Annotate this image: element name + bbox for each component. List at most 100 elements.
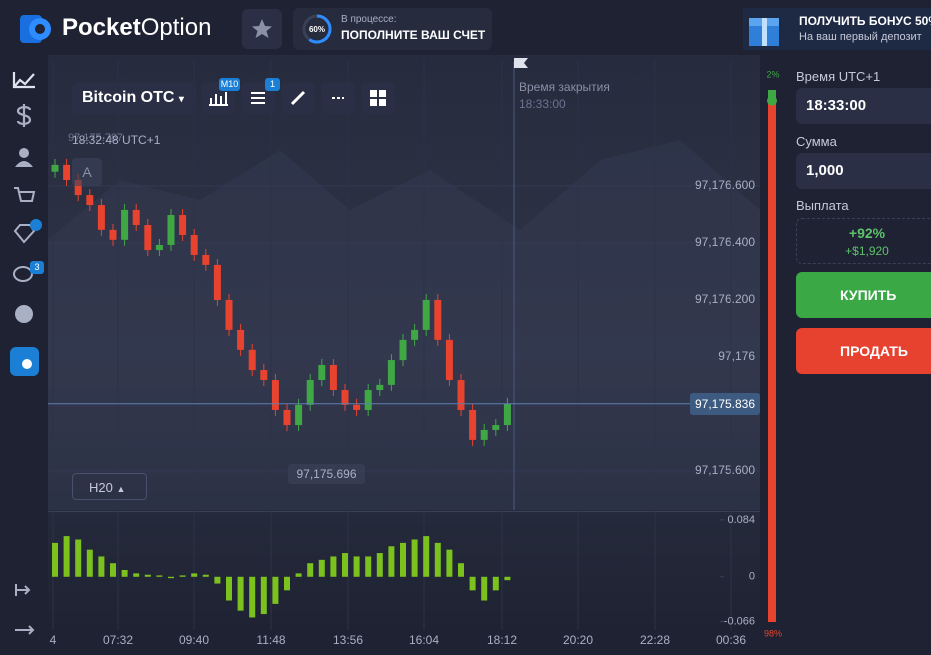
favorites-button[interactable] [242,9,282,49]
clock: 18:32:48 UTC+1 [72,133,161,147]
indicator-bar [458,563,464,577]
indicator-bar [75,539,82,577]
candle [318,364,326,381]
indicator-bar [330,556,337,577]
payout-amount: +$1,920 [845,244,889,258]
period-button[interactable]: H20 ▲ [72,473,147,500]
candle [469,409,477,440]
candle [271,380,279,410]
candle [179,215,187,235]
indicator-bar [388,546,395,577]
drawing-a-button[interactable]: A [72,158,102,186]
layout-button[interactable] [361,82,395,114]
y-tick-label: 97,176 [718,349,755,363]
finance-icon[interactable] [16,104,32,127]
candle [411,329,419,340]
trading-icon[interactable] [12,72,35,89]
candle [86,195,94,206]
candle [329,364,337,391]
time-input[interactable]: 18:33:00 [796,88,931,124]
x-tick-label: 07:32 [103,633,133,647]
candle [364,390,372,410]
indicator-bar [63,536,70,577]
star-icon [252,19,272,38]
market-icon[interactable] [14,187,36,202]
logout-icon[interactable] [15,584,31,596]
indicator-bar [156,575,163,577]
y-tick-label: 97,176.600 [695,178,755,192]
logo[interactable]: PocketOption [62,14,211,42]
expiry-title: Время закрытия [519,80,610,94]
payout-box: +92% +$1,920 [796,218,931,264]
indicator-bar [284,576,290,591]
x-tick-label: 4 [50,633,57,647]
candle [457,380,465,410]
help-icon[interactable] [15,305,33,323]
candle [492,425,500,430]
indicator-bar [492,576,499,591]
candle [260,370,268,381]
candle [155,244,163,251]
candle [144,225,152,251]
chat-icon[interactable] [13,266,33,282]
buy-button[interactable]: КУПИТЬ [796,272,931,318]
profile-body [15,161,33,167]
indicator-bar [481,576,488,601]
amount-input[interactable]: 1,000 [796,153,931,189]
deposit-action: ПОПОЛНИТЕ ВАШ СЧЕТ [341,28,486,42]
x-tick-label: 22:28 [640,633,670,647]
time-axis [48,630,760,650]
candle [480,429,488,440]
alert-badge [30,219,42,231]
candle [97,205,105,230]
bonus-banner[interactable]: ПОЛУЧИТЬ БОНУС 50% На ваш первый депозит [743,8,931,50]
bonus-icon [749,18,779,46]
indicator-bar [168,576,174,579]
indicator-bar [260,576,267,615]
indicator-bar [446,549,453,577]
x-tick-label: 20:20 [563,633,593,647]
sidebar: 3 [0,55,48,650]
candle [422,299,430,330]
indicator-bar [226,576,232,601]
indicator-tick-label: 0 [749,571,755,583]
candle [213,264,221,300]
asset-selector[interactable]: candlestickBitcoin OTC ▾ [72,82,196,114]
indicator-tick-label: 0.084 [727,514,755,526]
indicator-bar [342,553,348,577]
deposit-box[interactable]: 60% В процессе: ПОПОЛНИТЕ ВАШ СЧЕТ [293,8,492,50]
indicator-bar [52,542,58,577]
indicator-bar [121,570,128,577]
x-tick-label: 11:48 [256,633,285,647]
amount-label: Сумма [796,134,837,149]
deposit-progress: 60% [302,14,332,44]
indicator-bar [411,539,418,577]
indicator-bar [191,573,198,577]
indicator-bar [86,549,93,577]
crosshair-label: 97,175.787 [68,132,124,144]
candle [63,164,71,180]
period-label: H20 [89,480,113,495]
candle [503,403,511,426]
drawing-button[interactable] [281,82,315,114]
candle [248,349,256,371]
lines-button[interactable] [321,82,355,114]
low-label: 97,175.696 [288,464,365,484]
candle [341,390,349,405]
collapse-icon[interactable] [15,625,35,635]
candle [306,380,314,405]
sell-button[interactable]: ПРОДАТЬ [796,328,931,374]
candle [121,209,129,240]
indicator-bar [434,542,441,577]
payout-label: Выплата [796,198,849,213]
candle [109,229,117,240]
current-price-label: 97,175.836 [690,392,760,415]
candle [237,329,245,350]
candle [202,254,210,265]
profile-icon[interactable] [19,148,29,158]
expiry-time: 18:33:00 [519,97,566,111]
indicator-bar [318,559,325,577]
bonus-subtitle: На ваш первый депозит [799,31,922,43]
indicator-bar [98,556,105,577]
